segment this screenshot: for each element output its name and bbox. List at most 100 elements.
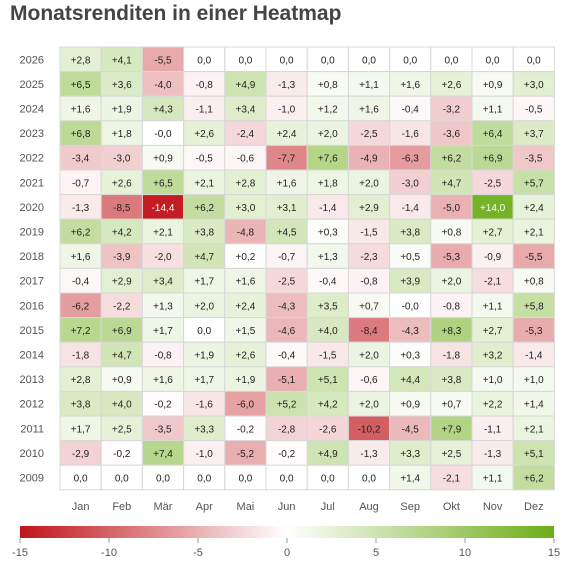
row-label: 2012 [20,399,44,411]
legend-tick-label: 5 [373,547,379,559]
heatmap-cell [224,144,267,171]
cell-value-label: +1,0 [524,375,544,386]
cell-value-label: +1,6 [71,252,91,263]
row-label: 2020 [20,202,44,214]
cell-value-label: +2,4 [524,203,544,214]
cell-value-label: +2,8 [71,375,91,386]
cell-value-label: -1,6 [196,400,214,411]
cell-value-label: +8,3 [442,326,462,337]
heatmap-cell [59,71,102,97]
cell-value-label: +2,9 [359,203,379,214]
legend-tick-label: -15 [12,547,28,559]
heatmap-cell [59,317,102,343]
heatmap-cell [471,267,514,294]
cell-value-label: +3,8 [194,228,214,239]
cell-value-label: +0,9 [153,154,173,165]
heatmap-cell [430,218,473,245]
cell-value-label: +2,6 [112,178,132,189]
cell-value-label: +7,9 [442,424,462,435]
cell-value-label: +1,6 [71,105,91,116]
cell-value-label: +3,3 [194,424,214,435]
cell-value-label: +2,1 [153,228,173,239]
cell-value-label: +1,4 [400,474,420,485]
cell-value-label: +5,7 [524,178,544,189]
cell-value-label: -1,5 [360,228,378,239]
heatmap-cell [512,292,555,319]
heatmap-cell [224,341,267,368]
heatmap-cell [347,194,391,220]
heatmap-cell [224,267,267,294]
heatmap-cells: +2,8 +4,1 -5,5 0,0 0,0 0,0 0,0 0,0 0,0 0,0 0,0 0,0 +… [59,46,555,491]
cell-value-label: -5,0 [443,203,461,214]
heatmap-cell [224,464,267,491]
cell-value-label: +0,8 [442,228,462,239]
heatmap-cell [430,390,473,417]
cell-value-label: +1,6 [153,375,173,386]
cell-value-label: -3,0 [113,154,131,165]
heatmap-cell [224,194,267,220]
cell-value-label: +2,7 [483,326,503,337]
cell-value-label: -4,9 [360,154,378,165]
heatmap-cell [59,440,102,466]
heatmap-cell [512,120,555,146]
cell-value-label: 0,0 [156,474,170,485]
cell-value-label: +2,0 [359,178,379,189]
cell-value-label: +1,6 [277,178,297,189]
cell-value-label: +6,2 [71,228,91,239]
cell-value-label: -0,8 [154,351,172,362]
cell-value-label: +2,5 [442,449,462,460]
cell-value-label: +0,9 [483,80,503,91]
row-label: 2014 [20,350,44,362]
cell-value-label: +2,0 [318,129,338,140]
cell-value-label: +7,6 [318,154,338,165]
cell-value-label: +14,0 [480,203,506,214]
heatmap-cell [59,464,102,491]
cell-value-label: +6,4 [483,129,503,140]
cell-value-label: -1,6 [402,129,420,140]
cell-value-label: +0,2 [236,252,256,263]
cell-value-label: 0,0 [115,474,129,485]
cell-value-label: +1,6 [236,277,256,288]
cell-value-label: +2,0 [359,400,379,411]
cell-value-label: 0,0 [403,55,417,66]
heatmap-cell [471,366,514,392]
cell-value-label: +1,8 [112,129,132,140]
cell-value-label: -0,2 [237,424,255,435]
cell-value-label: -1,5 [319,351,337,362]
cell-value-label: +0,7 [442,400,462,411]
cell-value-label: +1,9 [112,105,132,116]
cell-value-label: -0,2 [278,449,296,460]
heatmap-cell [183,366,226,392]
heatmap-cell [141,194,185,220]
cell-value-label: -2,2 [113,301,131,312]
cell-value-label: -2,9 [72,449,90,460]
cell-value-label: -0,0 [154,129,172,140]
cell-value-label: -2,5 [278,277,296,288]
heatmap-cell [430,95,473,122]
row-label: 2024 [20,104,44,116]
heatmap-cell [265,415,308,442]
heatmap-cell [389,440,432,466]
heatmap-cell [306,169,349,196]
cell-value-label: 0,0 [362,55,376,66]
heatmap-cell [183,464,226,491]
cell-value-label: 0,0 [321,55,335,66]
cell-value-label: +2,1 [524,228,544,239]
cell-value-label: -8,4 [360,326,378,337]
cell-value-label: +1,4 [524,400,544,411]
cell-value-label: -2,1 [443,474,461,485]
cell-value-label: +4,5 [277,228,297,239]
column-label: Feb [112,501,131,513]
heatmap-cell [141,267,185,294]
column-labels: Jan Feb Mär Apr Mai Jun Jul Aug Sep Okt Nov Dez [72,501,544,513]
cell-value-label: +4,7 [194,252,214,263]
column-label: Aug [359,501,379,513]
cell-value-label: +4,3 [153,105,173,116]
cell-value-label: -0,4 [402,105,420,116]
heatmap-cell [183,317,226,343]
cell-value-label: +6,9 [483,154,503,165]
heatmap-cell [430,464,473,491]
cell-value-label: +4,1 [112,55,132,66]
column-label: Jun [278,501,296,513]
heatmap-cell [306,317,349,343]
